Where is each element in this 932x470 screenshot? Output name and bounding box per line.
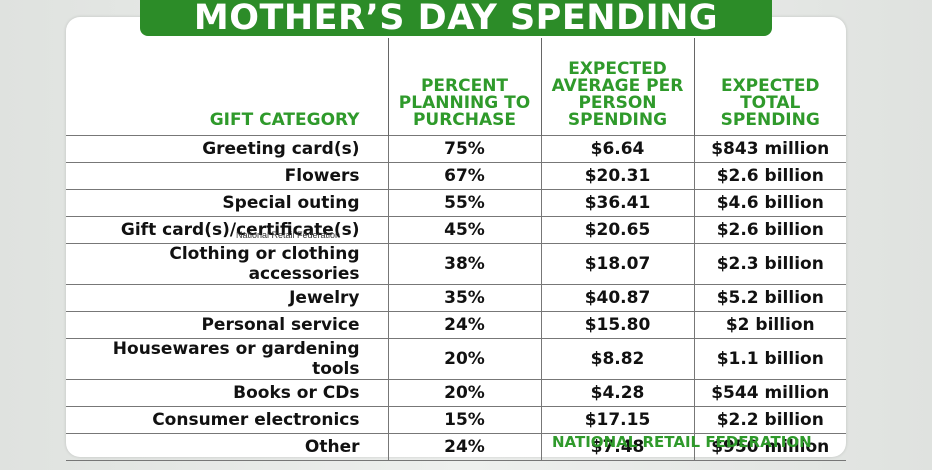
table-row: Books or CDs 20% $4.28 $544 million xyxy=(66,379,846,407)
row-total: $1.1 billion xyxy=(693,338,846,380)
row-per-person: $8.82 xyxy=(540,338,694,380)
table-row: Jewelry 35% $40.87 $5.2 billion xyxy=(66,284,846,312)
row-category: Flowers xyxy=(66,162,388,190)
row-percent: 38% xyxy=(387,243,541,285)
row-percent: 55% xyxy=(387,189,541,217)
table-row: Special outing 55% $36.41 $4.6 billion xyxy=(66,189,846,217)
footer-source: NATIONAL RETAIL FEDERATION xyxy=(552,433,812,451)
source-caption: National Retail Federation xyxy=(236,230,341,240)
row-per-person: $15.80 xyxy=(540,311,694,339)
row-total: $5.2 billion xyxy=(693,284,846,312)
row-per-person: $18.07 xyxy=(540,243,694,285)
row-category: Special outing xyxy=(66,189,388,217)
row-percent: 45% xyxy=(387,216,541,244)
row-per-person: $4.28 xyxy=(540,379,694,407)
row-per-person: $40.87 xyxy=(540,284,694,312)
row-percent: 75% xyxy=(387,135,541,163)
header-row: GIFT CATEGORY PERCENT PLANNING TO PURCHA… xyxy=(66,38,846,136)
row-per-person: $36.41 xyxy=(540,189,694,217)
row-category: Housewares or gardening tools xyxy=(66,338,388,380)
row-category: Gift card(s)/certificate(s) xyxy=(66,216,388,244)
row-per-person: $6.64 xyxy=(540,135,694,163)
table-row: Other 24% $7.48 $950 million xyxy=(66,433,846,461)
table-row: Consumer electronics 15% $17.15 $2.2 billio… xyxy=(66,406,846,434)
row-percent: 67% xyxy=(387,162,541,190)
row-category: Personal service xyxy=(66,311,388,339)
row-percent: 20% xyxy=(387,338,541,380)
row-percent: 35% xyxy=(387,284,541,312)
row-total: $2 billion xyxy=(693,311,846,339)
row-category: Greeting card(s) xyxy=(66,135,388,163)
row-category: Other xyxy=(66,433,388,461)
table-row: Gift card(s)/certificate(s) 45% $20.65 $2.6… xyxy=(66,216,846,244)
row-total: $2.2 billion xyxy=(693,406,846,434)
page-title: MOTHER’S DAY SPENDING xyxy=(140,0,772,36)
row-category: Jewelry xyxy=(66,284,388,312)
row-total: $4.6 billion xyxy=(693,189,846,217)
header-category: GIFT CATEGORY xyxy=(209,110,360,130)
row-per-person: $7.48 xyxy=(540,433,694,461)
header-percent: PERCENT PLANNING TO PURCHASE xyxy=(387,38,541,136)
header-per-person: EXPECTED AVERAGE PER PERSON SPENDING xyxy=(540,38,694,136)
row-percent: 24% xyxy=(387,433,541,461)
table-row: Housewares or gardening tools 20% $8.82 $1.… xyxy=(66,338,846,380)
row-total: $950 million xyxy=(693,433,846,461)
row-percent: 24% xyxy=(387,311,541,339)
header-total: EXPECTED TOTAL SPENDING xyxy=(693,38,846,136)
row-per-person: $17.15 xyxy=(540,406,694,434)
row-per-person: $20.31 xyxy=(540,162,694,190)
row-total: $2.6 billion xyxy=(693,162,846,190)
table-row: Personal service 24% $15.80 $2 billion xyxy=(66,311,846,339)
row-per-person: $20.65 xyxy=(540,216,694,244)
row-category: Clothing or clothing accessories xyxy=(66,243,388,285)
table-row: Flowers 67% $20.31 $2.6 billion xyxy=(66,162,846,190)
row-percent: 15% xyxy=(387,406,541,434)
table-row: Greeting card(s) 75% $6.64 $843 million xyxy=(66,135,846,163)
spending-table: GIFT CATEGORY PERCENT PLANNING TO PURCHA… xyxy=(66,38,846,461)
row-category: Consumer electronics xyxy=(66,406,388,434)
row-total: $2.3 billion xyxy=(693,243,846,285)
row-percent: 20% xyxy=(387,379,541,407)
table-row: Clothing or clothing accessories 38% $18.0… xyxy=(66,243,846,285)
row-total: $2.6 billion xyxy=(693,216,846,244)
row-category: Books or CDs xyxy=(66,379,388,407)
row-total: $544 million xyxy=(693,379,846,407)
row-total: $843 million xyxy=(693,135,846,163)
